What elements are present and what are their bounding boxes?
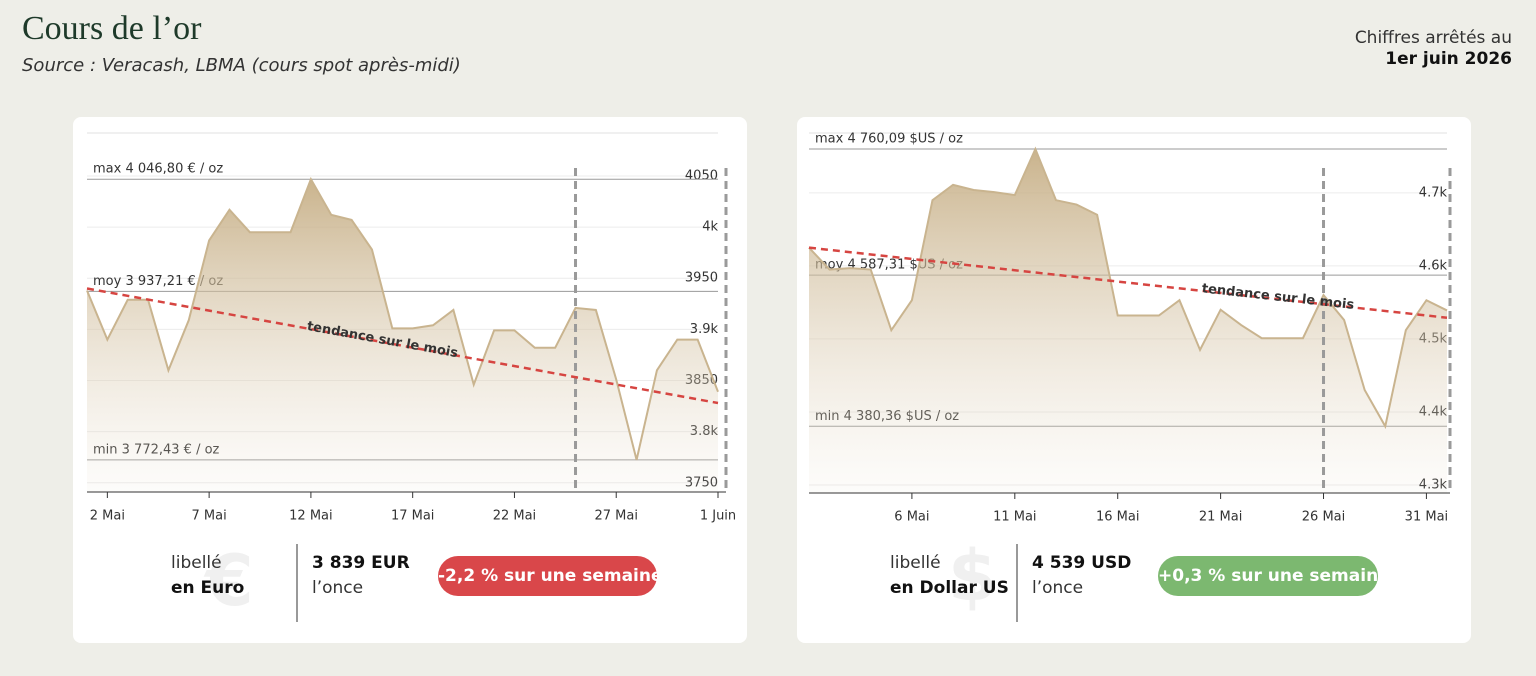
y-tick-label: 3950 xyxy=(685,271,718,286)
x-tick-label: 21 Mai xyxy=(1199,510,1242,525)
change-badge: -2,2 % sur une semaine xyxy=(438,556,663,596)
x-tick-label: 22 Mai xyxy=(493,509,536,524)
currency: en Euro xyxy=(171,578,245,598)
x-tick-label: 11 Mai xyxy=(993,510,1036,525)
change-badge: +0,3 % sur une semaine xyxy=(1158,556,1390,596)
y-tick-label: 4.7k xyxy=(1419,185,1448,200)
x-tick-label: 16 Mai xyxy=(1096,510,1139,525)
date: 1er juin 2026 xyxy=(1385,49,1512,69)
x-tick-label: 26 Mai xyxy=(1302,510,1345,525)
y-tick-label: 4.6k xyxy=(1419,258,1448,273)
divider xyxy=(296,544,298,622)
source: Source : Veracash, LBMA (cours spot aprè… xyxy=(22,55,461,76)
panel-label: libellé xyxy=(890,553,941,573)
area xyxy=(809,148,1447,493)
y-tick-label: 3.9k xyxy=(690,322,719,337)
reference-label: moy 3 937,21 € / oz xyxy=(93,274,223,289)
reference-label: max 4 760,09 $US / oz xyxy=(815,131,963,146)
trend-line xyxy=(808,246,1448,319)
panel-label: libellé xyxy=(171,553,222,573)
x-tick-label: 27 Mai xyxy=(594,509,637,524)
x-tick-label: 31 Mai xyxy=(1405,510,1448,525)
x-tick-label: 1 Juin xyxy=(700,509,736,524)
divider xyxy=(1016,544,1018,622)
price: 4 539 USD xyxy=(1032,553,1132,573)
trend-label: tendance sur le mois xyxy=(1201,281,1355,313)
y-tick-label: 4050 xyxy=(685,168,718,183)
y-tick-label: 4k xyxy=(702,220,718,235)
page-title: Cours de l’or xyxy=(22,10,202,47)
reference-label: max 4 046,80 € / oz xyxy=(93,162,223,177)
unit: l’once xyxy=(1032,578,1084,598)
x-tick-label: 2 Mai xyxy=(90,509,125,524)
currency-icon: $ xyxy=(948,535,997,617)
x-tick-label: 6 Mai xyxy=(894,510,929,525)
price: 3 839 EUR xyxy=(312,553,410,573)
date-label: Chiffres arrêtés au xyxy=(1354,28,1512,48)
unit: l’once xyxy=(312,578,364,598)
line xyxy=(808,146,1448,430)
line xyxy=(86,176,719,461)
x-tick-label: 7 Mai xyxy=(192,509,227,524)
currency-icon: € xyxy=(205,540,254,622)
x-tick-label: 12 Mai xyxy=(289,509,332,524)
area xyxy=(87,179,718,492)
trend-line xyxy=(86,287,719,405)
x-tick-label: 17 Mai xyxy=(391,509,434,524)
currency: en Dollar US xyxy=(890,578,1009,598)
